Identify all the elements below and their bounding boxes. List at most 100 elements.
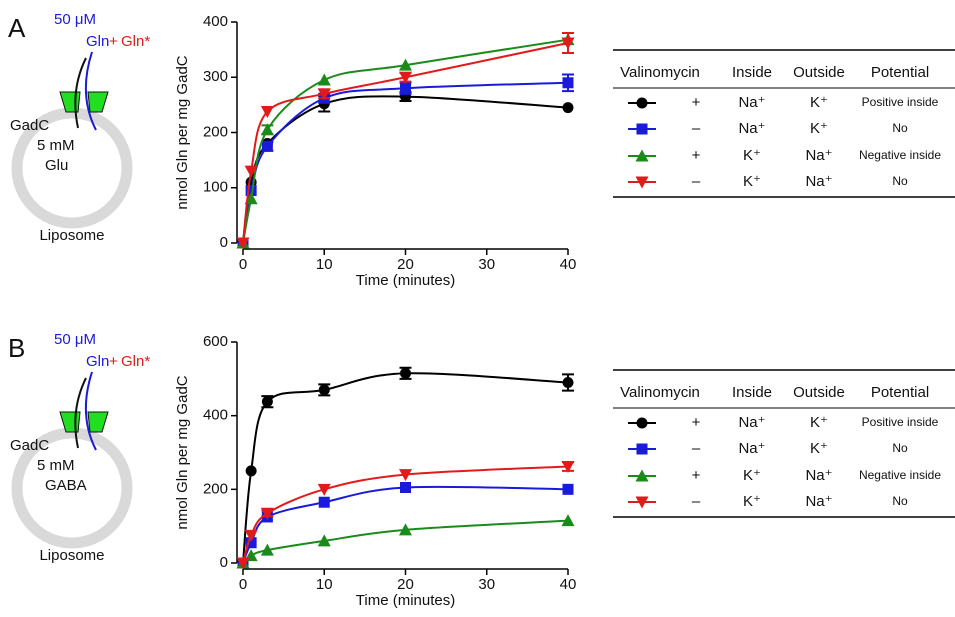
data-point [245, 185, 257, 197]
table-cell: No [892, 494, 908, 508]
legend-marker [636, 97, 648, 109]
legend-marker [636, 417, 648, 429]
table-cell: K⁺ [810, 414, 828, 431]
table-cell: K⁺ [810, 120, 828, 137]
arrow [74, 377, 87, 449]
x-tick-label: 40 [560, 256, 577, 273]
diagram-label: Gln [86, 33, 109, 50]
data-point [562, 102, 574, 114]
table-cell: – [692, 440, 701, 457]
table-cell: Na⁺ [738, 440, 765, 457]
table-cell: Na⁺ [805, 147, 832, 164]
data-point [399, 523, 412, 536]
y-axis-label: nmol Gln per mg GadC [174, 375, 191, 529]
liposome [11, 107, 133, 229]
liposome [11, 427, 133, 549]
x-axis-label: Time (minutes) [356, 272, 455, 289]
table-cell: Na⁺ [805, 467, 832, 484]
data-point [317, 483, 331, 496]
legend-marker [635, 469, 649, 482]
arrow [74, 57, 87, 129]
y-tick-label: 200 [203, 480, 228, 497]
y-tick-label: 0 [220, 234, 228, 251]
y-tick-label: 400 [203, 407, 228, 424]
diagram-label: Gln [86, 353, 109, 370]
table-cell: K⁺ [810, 440, 828, 457]
table-cell: Na⁺ [805, 173, 832, 190]
table-header: Valinomycin [620, 64, 700, 81]
y-tick-label: 400 [203, 13, 228, 30]
table-cell: – [692, 493, 701, 510]
legend-marker [635, 176, 649, 189]
diagram-label: Glu [45, 157, 68, 174]
x-tick-label: 0 [239, 576, 247, 593]
data-point [261, 396, 273, 408]
legend-marker [636, 123, 648, 135]
table-cell: K⁺ [743, 467, 761, 484]
table-cell: K⁺ [743, 493, 761, 510]
data-point [317, 73, 331, 86]
data-point [236, 237, 250, 250]
data-point [561, 514, 575, 527]
table-cell: No [892, 441, 908, 455]
x-tick-label: 10 [316, 256, 333, 273]
table-cell: – [692, 120, 701, 137]
diagram-label: + [109, 353, 118, 370]
panel-label: B [8, 333, 25, 363]
diagram-label: GadC [10, 117, 49, 134]
x-tick-label: 30 [478, 256, 495, 273]
legend-marker [635, 496, 649, 509]
series-line [242, 81, 569, 244]
x-axis-label: Time (minutes) [356, 592, 455, 609]
data-point [244, 529, 258, 542]
data-point [245, 465, 257, 477]
data-point [260, 106, 274, 119]
diagram-label: GABA [45, 477, 87, 494]
table-cell: – [692, 173, 701, 190]
data-point [399, 58, 412, 71]
x-tick-label: 30 [478, 576, 495, 593]
data-point [260, 507, 274, 520]
data-point [318, 496, 330, 508]
table-header: Potential [871, 64, 929, 81]
x-tick-label: 20 [397, 256, 414, 273]
table-header: Inside [732, 384, 772, 401]
diagram-label: Gln* [121, 353, 150, 370]
y-tick-label: 300 [203, 68, 228, 85]
table-cell: Na⁺ [738, 414, 765, 431]
diagram-label: GadC [10, 437, 49, 454]
panel-label: A [8, 13, 26, 43]
table-header: Valinomycin [620, 384, 700, 401]
diagram-label: + [109, 33, 118, 50]
data-point [562, 377, 574, 389]
y-tick-label: 0 [220, 554, 228, 571]
y-axis-label: nmol Gln per mg GadC [174, 55, 191, 209]
diagram-label: 5 mM [37, 457, 75, 474]
legend-marker [635, 149, 649, 162]
arrow [84, 371, 97, 451]
data-point [245, 537, 257, 549]
data-point [317, 88, 331, 101]
diagram-label: 5 mM [37, 137, 75, 154]
data-point [399, 469, 412, 482]
table-header: Potential [871, 384, 929, 401]
table-cell: + [692, 147, 701, 164]
table-cell: No [892, 174, 908, 188]
table-cell: Positive inside [862, 95, 939, 109]
x-tick-label: 10 [316, 576, 333, 593]
transporter [87, 91, 109, 113]
table-cell: Na⁺ [805, 493, 832, 510]
data-point [261, 140, 273, 152]
data-point [260, 543, 274, 556]
data-point [561, 460, 575, 473]
series-line [242, 372, 569, 564]
table-cell: No [892, 121, 908, 135]
table-cell: K⁺ [810, 94, 828, 111]
data-point [318, 384, 330, 396]
data-point [236, 557, 250, 570]
table-header: Outside [793, 64, 845, 81]
table-cell: Na⁺ [738, 120, 765, 137]
y-tick-label: 600 [203, 333, 228, 350]
data-point [244, 165, 258, 178]
